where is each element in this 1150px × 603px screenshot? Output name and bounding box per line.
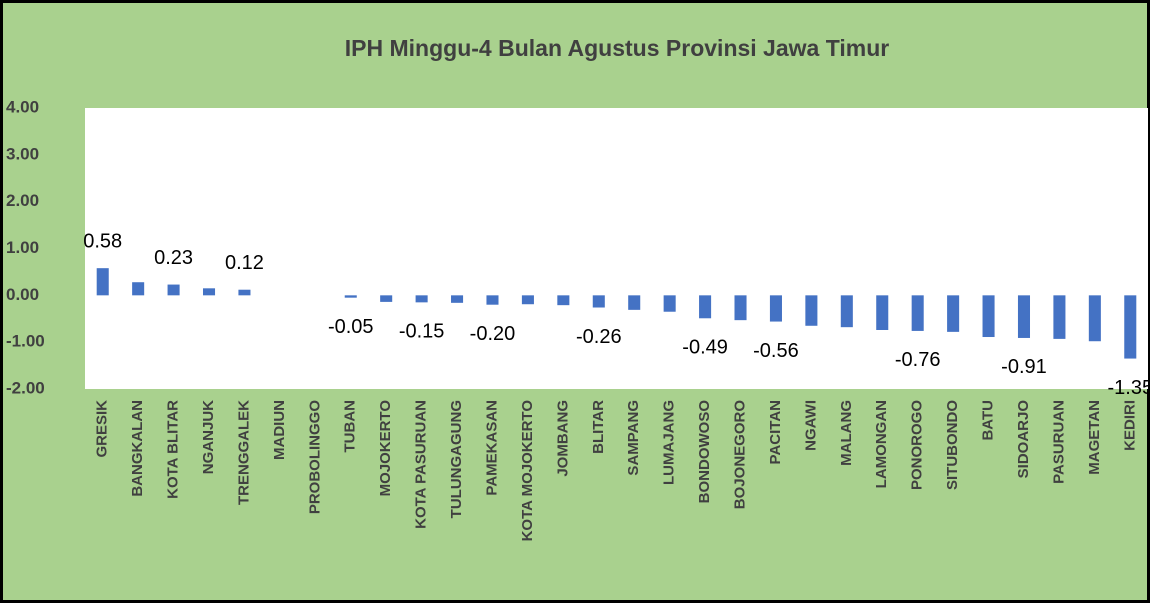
data-label: -0.91	[1001, 356, 1047, 378]
bar	[1017, 295, 1031, 338]
bar	[1053, 295, 1066, 339]
x-tick-label: KEDIRI	[1121, 400, 1138, 451]
bar	[238, 289, 251, 296]
x-tick-label: PROBOLINGGO	[306, 400, 323, 515]
bar	[982, 295, 995, 338]
bar	[451, 295, 464, 303]
bar	[628, 295, 641, 310]
bar	[699, 295, 712, 319]
y-tick-label: 3.00	[6, 144, 39, 163]
bar	[840, 295, 853, 328]
y-tick-label: 0.00	[6, 285, 39, 304]
x-tick-label: KOTA PASURUAN	[413, 400, 430, 529]
x-tick-label: MADIUN	[271, 400, 288, 460]
x-tick-label: TUBAN	[342, 400, 359, 453]
bar	[805, 295, 818, 326]
x-tick-label: MAGETAN	[1086, 400, 1103, 475]
data-label: -1.35	[1107, 377, 1150, 399]
bar	[663, 295, 676, 312]
x-tick-label: PONOROGO	[909, 400, 926, 490]
x-tick-label: LAMONGAN	[873, 400, 890, 488]
y-tick-label: 1.00	[6, 238, 39, 257]
bar	[380, 295, 393, 302]
x-tick-label: MALANG	[838, 400, 855, 466]
bar	[132, 282, 145, 296]
bar	[1124, 295, 1137, 359]
x-tick-label: SIDOARJO	[1015, 400, 1032, 479]
bar	[947, 295, 960, 332]
x-tick-label: GRESIK	[94, 400, 111, 458]
bar	[415, 295, 428, 303]
data-label: -0.05	[328, 316, 374, 338]
x-tick-label: LUMAJANG	[661, 400, 678, 485]
x-tick-label: NGANJUK	[200, 400, 217, 474]
chart-title: IPH Minggu-4 Bulan Agustus Provinsi Jawa…	[345, 35, 889, 61]
x-tick-label: BONDOWOSO	[696, 400, 713, 504]
x-tick-label: TRENGGALEK	[235, 400, 252, 505]
x-tick-label: PASURUAN	[1050, 400, 1067, 484]
bar	[734, 295, 747, 321]
x-tick-label: BATU	[980, 400, 997, 441]
plot-area	[85, 108, 1148, 389]
data-label: -0.49	[682, 337, 728, 359]
bar	[96, 268, 109, 296]
bar	[557, 295, 570, 306]
data-label: -0.15	[399, 321, 445, 343]
x-tick-label: SAMPANG	[625, 400, 642, 476]
x-tick-label: BOJONEGORO	[731, 400, 748, 510]
y-tick-label: 2.00	[6, 191, 39, 210]
bar	[486, 295, 499, 305]
x-tick-label: SITUBONDO	[944, 400, 961, 490]
data-label: -0.20	[470, 323, 516, 345]
data-label: -0.76	[895, 349, 941, 371]
x-tick-label: PACITAN	[767, 400, 784, 464]
data-label: 0.12	[225, 252, 264, 274]
bar	[911, 295, 924, 331]
data-label: -0.56	[753, 340, 799, 362]
x-tick-label: KOTA BLITAR	[165, 400, 182, 499]
bar	[1088, 295, 1101, 342]
x-tick-label: BANGKALAN	[129, 400, 146, 497]
x-tick-label: TULUNGAGUNG	[448, 400, 465, 518]
data-label: 0.58	[83, 230, 122, 252]
x-tick-label: MOJOKERTO	[377, 400, 394, 497]
y-tick-label: 4.00	[6, 97, 39, 116]
y-tick-label: -1.00	[6, 332, 45, 351]
data-label: 0.23	[154, 247, 193, 269]
bar	[344, 295, 357, 298]
x-tick-label: BLITAR	[590, 400, 607, 454]
bar	[769, 295, 782, 322]
bar	[592, 295, 605, 308]
data-label: -0.26	[576, 326, 622, 348]
y-tick-label: -2.00	[6, 378, 45, 397]
bar	[202, 288, 216, 296]
bar	[876, 295, 889, 330]
x-tick-label: KOTA MOJOKERTO	[519, 400, 536, 542]
x-tick-label: NGAWI	[802, 400, 819, 451]
bar	[167, 284, 180, 296]
bar	[521, 295, 534, 305]
x-tick-label: PAMEKASAN	[483, 400, 500, 496]
x-tick-label: JOMBANG	[554, 400, 571, 477]
